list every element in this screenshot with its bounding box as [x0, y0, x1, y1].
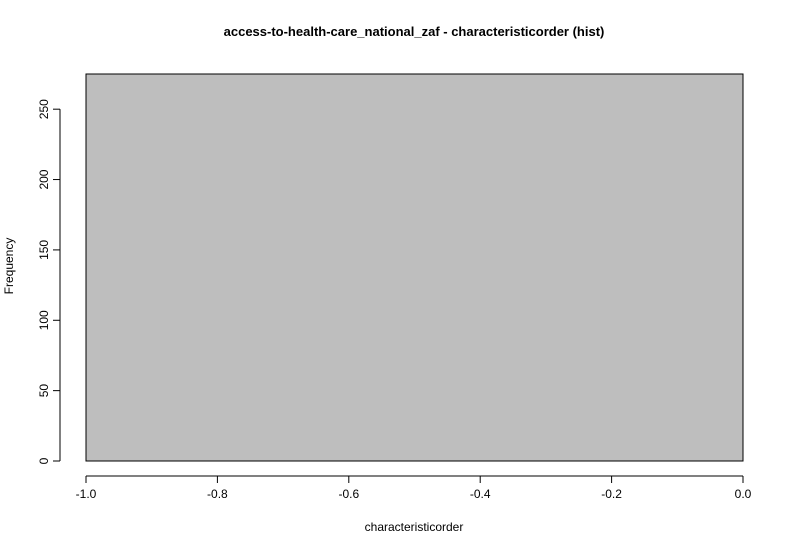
- chart-title: access-to-health-care_national_zaf - cha…: [224, 24, 605, 39]
- x-tick-label: -0.8: [207, 487, 228, 501]
- x-tick-label: -1.0: [76, 487, 97, 501]
- y-tick-label: 0: [37, 457, 51, 464]
- histogram-bar: [85, 73, 744, 462]
- x-tick-label: -0.4: [470, 487, 491, 501]
- x-axis-label: characteristicorder: [365, 520, 464, 534]
- x-tick-label: 0.0: [735, 487, 752, 501]
- x-axis: -1.0 -0.8 -0.6 -0.4 -0.2 0.0: [76, 475, 752, 501]
- x-tick-label: -0.6: [338, 487, 359, 501]
- y-axis: 0 50 100 150 200 250: [37, 99, 61, 464]
- y-axis-label: Frequency: [2, 238, 16, 295]
- y-tick-label: 250: [37, 99, 51, 119]
- y-tick-label: 200: [37, 169, 51, 189]
- bars-layer: [85, 73, 744, 462]
- y-tick-label: 150: [37, 240, 51, 260]
- x-tick-label: -0.2: [601, 487, 622, 501]
- y-tick-label: 50: [37, 384, 51, 398]
- y-tick-label: 100: [37, 310, 51, 330]
